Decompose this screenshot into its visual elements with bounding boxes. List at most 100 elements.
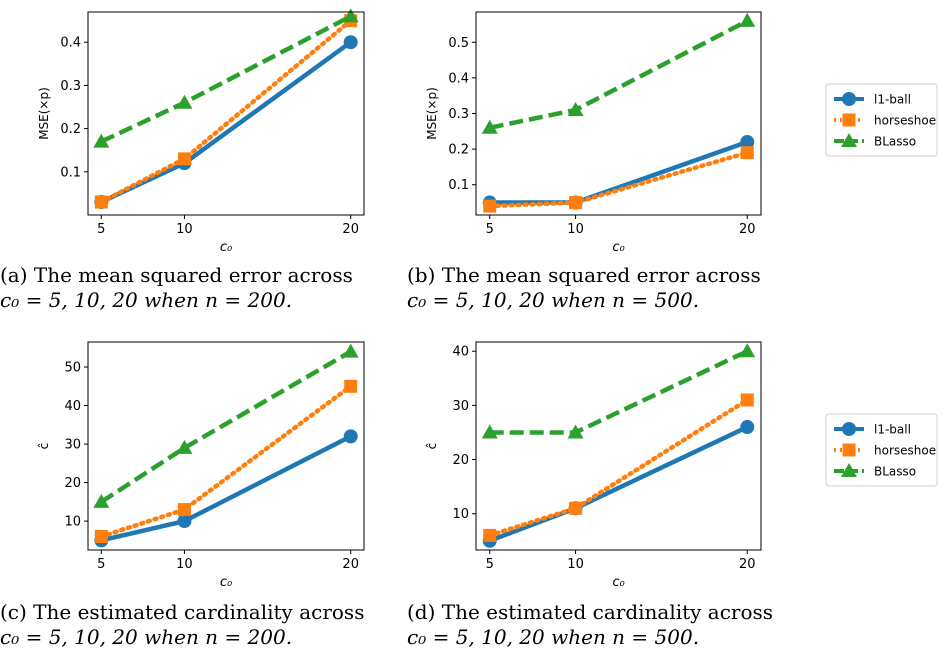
x-tick-label: 10 — [176, 222, 193, 237]
point-horseshoe-0 — [483, 528, 497, 542]
caption-d: (d) The estimated cardinality across c₀ … — [407, 600, 773, 650]
legend-marker-horseshoe — [842, 113, 856, 127]
plot-frame — [87, 341, 365, 551]
point-horseshoe-1 — [177, 503, 191, 517]
y-tick-label: 40 — [64, 399, 81, 414]
caption-c: (c) The estimated cardinality across c₀ … — [0, 600, 364, 650]
point-horseshoe-1 — [569, 196, 583, 210]
point-horseshoe-0 — [94, 195, 108, 209]
x-axis-label: c₀ — [220, 240, 233, 255]
caption-c-line2: c₀ = 5, 10, 20 when n = 200. — [0, 625, 293, 649]
point-BLasso-2 — [342, 8, 359, 23]
point-l1-ball-2 — [343, 429, 358, 444]
x-axis-label: c₀ — [612, 240, 625, 255]
x-axis-label: c₀ — [612, 575, 625, 590]
point-BLasso-0 — [93, 493, 110, 508]
x-tick-label: 5 — [486, 222, 494, 237]
caption-c-line1: (c) The estimated cardinality across — [0, 600, 365, 624]
series-line-BLasso — [489, 349, 749, 435]
x-tick-label: 20 — [739, 222, 756, 237]
y-tick-label: 10 — [64, 515, 81, 530]
y-axis-label: ĉ — [425, 443, 439, 450]
series-line-horseshoe — [99, 384, 353, 539]
point-BLasso-0 — [481, 119, 498, 134]
legend: l1-ball horseshoe BLasso — [825, 83, 938, 157]
y-tick-label: 30 — [64, 438, 81, 453]
caption-d-line2: c₀ = 5, 10, 20 when n = 500. — [407, 625, 700, 649]
series-line-horseshoe — [99, 18, 353, 205]
point-horseshoe-1 — [177, 152, 191, 166]
series-line-BLasso — [489, 18, 749, 130]
series-line-l1-ball — [489, 139, 749, 205]
legend-label-BLasso: BLasso — [874, 465, 916, 479]
point-BLasso-1 — [176, 94, 193, 109]
y-tick-label: 0.3 — [448, 107, 469, 122]
caption-b-line1: (b) The mean squared error across — [407, 263, 761, 287]
point-l1-ball-1 — [177, 514, 192, 529]
point-l1-ball-2 — [740, 134, 755, 149]
series-line-horseshoe — [487, 150, 750, 209]
chart-a: 5 10 20 0.1 0.2 0.3 0.4 c₀ MSE(×p) — [37, 8, 365, 255]
series-line-horseshoe — [487, 397, 750, 538]
point-BLasso-2 — [739, 12, 756, 27]
y-tick-label: 0.5 — [448, 36, 469, 51]
y-tick-label: 0.4 — [60, 36, 81, 51]
legend-marker-BLasso — [841, 133, 857, 147]
caption-b-line2: c₀ = 5, 10, 20 when n = 500. — [407, 288, 700, 312]
series-line-BLasso — [100, 349, 352, 504]
y-tick-label: 30 — [452, 399, 469, 414]
point-BLasso-1 — [567, 101, 584, 116]
legend-label-horseshoe: horseshoe — [874, 444, 936, 458]
point-horseshoe-0 — [483, 199, 497, 213]
point-BLasso-2 — [739, 343, 756, 358]
y-tick-label: 20 — [64, 476, 81, 491]
legend-marker-horseshoe — [842, 443, 856, 457]
point-BLasso-1 — [176, 439, 193, 454]
x-tick-label: 20 — [739, 557, 756, 572]
y-tick-label: 0.2 — [60, 122, 81, 137]
y-tick-label: 0.1 — [448, 178, 469, 193]
x-tick-label: 10 — [176, 557, 193, 572]
chart-d: 5 10 20 10 20 30 40 c₀ ĉ l1-ball horseshoe BLasso — [425, 341, 938, 590]
point-BLasso-0 — [481, 424, 498, 439]
y-tick-label: 0.1 — [60, 165, 81, 180]
legend-label-BLasso: BLasso — [874, 135, 916, 149]
legend-label-l1-ball: l1-ball — [874, 93, 911, 107]
point-BLasso-2 — [342, 343, 359, 358]
x-tick-label: 5 — [97, 222, 105, 237]
legend-marker-l1-ball — [842, 422, 856, 436]
legend-marker-BLasso — [841, 463, 857, 477]
point-horseshoe-0 — [94, 530, 108, 544]
y-tick-label: 20 — [452, 453, 469, 468]
y-tick-label: 50 — [64, 361, 81, 376]
x-tick-label: 20 — [342, 222, 359, 237]
plot-frame — [475, 11, 762, 216]
y-tick-label: 40 — [452, 345, 469, 360]
point-BLasso-1 — [567, 424, 584, 439]
x-tick-label: 10 — [567, 557, 584, 572]
y-axis-label: MSE(×p) — [37, 87, 51, 140]
point-l1-ball-2 — [343, 35, 358, 50]
x-tick-label: 20 — [342, 557, 359, 572]
legend: l1-ball horseshoe BLasso — [825, 413, 938, 487]
legend-marker-l1-ball — [842, 92, 856, 106]
caption-a: (a) The mean squared error across c₀ = 5… — [0, 263, 353, 313]
x-tick-label: 5 — [486, 557, 494, 572]
point-BLasso-0 — [93, 133, 110, 148]
caption-a-line1: (a) The mean squared error across — [0, 263, 353, 287]
caption-b: (b) The mean squared error across c₀ = 5… — [407, 263, 761, 313]
y-axis-label: ĉ — [37, 443, 51, 450]
y-tick-label: 0.2 — [448, 143, 469, 158]
plot-frame — [87, 11, 365, 216]
y-axis-label: MSE(×p) — [425, 87, 439, 140]
plot-frame — [475, 341, 762, 551]
point-horseshoe-2 — [344, 379, 358, 393]
y-tick-label: 0.3 — [60, 79, 81, 94]
point-horseshoe-1 — [569, 501, 583, 515]
legend-label-horseshoe: horseshoe — [874, 114, 936, 128]
x-tick-label: 10 — [567, 222, 584, 237]
y-tick-label: 0.4 — [448, 71, 469, 86]
x-tick-label: 5 — [97, 557, 105, 572]
legend-label-l1-ball: l1-ball — [874, 423, 911, 437]
